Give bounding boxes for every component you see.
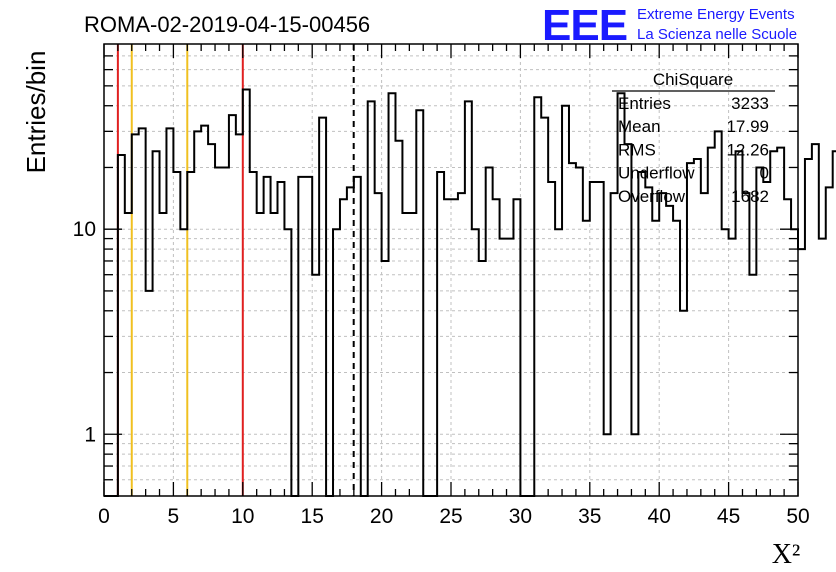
x-tick-label: 15 <box>301 505 324 528</box>
x-tick-labels: 0 5 10 15 20 25 30 35 40 45 50 <box>98 505 810 528</box>
x-tick-label: 35 <box>578 505 601 528</box>
axis-ticks <box>103 44 799 496</box>
x-tick-label: 40 <box>648 505 671 528</box>
stats-row-value: 1682 <box>731 187 769 206</box>
x-tick-label: 5 <box>168 505 180 528</box>
logo-mark: EEE <box>542 1 627 50</box>
x-tick-label: 20 <box>370 505 393 528</box>
stats-rows: Entries 3233 Mean 17.99 RMS 12.26 Underflow 0 Ov… <box>618 94 769 206</box>
stats-row-label: Entries <box>618 94 671 113</box>
y-axis-label: Entries/bin <box>21 51 51 174</box>
x-tick-label: 10 <box>231 505 254 528</box>
x-tick-label: 45 <box>717 505 740 528</box>
logo-line-1: Extreme Energy Events <box>637 6 795 23</box>
x-tick-label: 25 <box>439 505 462 528</box>
logo-line-2: La Scienza nelle Scuole <box>637 26 797 43</box>
stats-row-value: 0 <box>760 164 769 183</box>
y-tick-labels: 1 10 <box>73 218 96 446</box>
y-tick-label: 10 <box>73 218 96 241</box>
stats-row-label: Mean <box>618 117 661 136</box>
stats-row-label: Overflow <box>618 187 686 206</box>
stats-row-value: 3233 <box>731 94 769 113</box>
stats-row-value: 17.99 <box>726 117 769 136</box>
stats-name: ChiSquare <box>653 70 733 89</box>
stats-row-label: Underflow <box>618 164 695 183</box>
stats-box: ChiSquare Entries 3233 Mean 17.99 RMS 12.26 Un… <box>612 70 775 206</box>
stats-row-value: 12.26 <box>726 140 769 159</box>
eee-logo: EEE Extreme Energy Events La Scienza nel… <box>542 1 797 50</box>
x-tick-label: 50 <box>786 505 809 528</box>
y-tick-label: 1 <box>84 423 96 446</box>
x-tick-label: 0 <box>98 505 110 528</box>
x-tick-label: 30 <box>509 505 532 528</box>
x-axis-label: X² <box>772 539 801 570</box>
run-title: ROMA-02-2019-04-15-00456 <box>84 12 370 37</box>
stats-row-label: RMS <box>618 140 656 159</box>
